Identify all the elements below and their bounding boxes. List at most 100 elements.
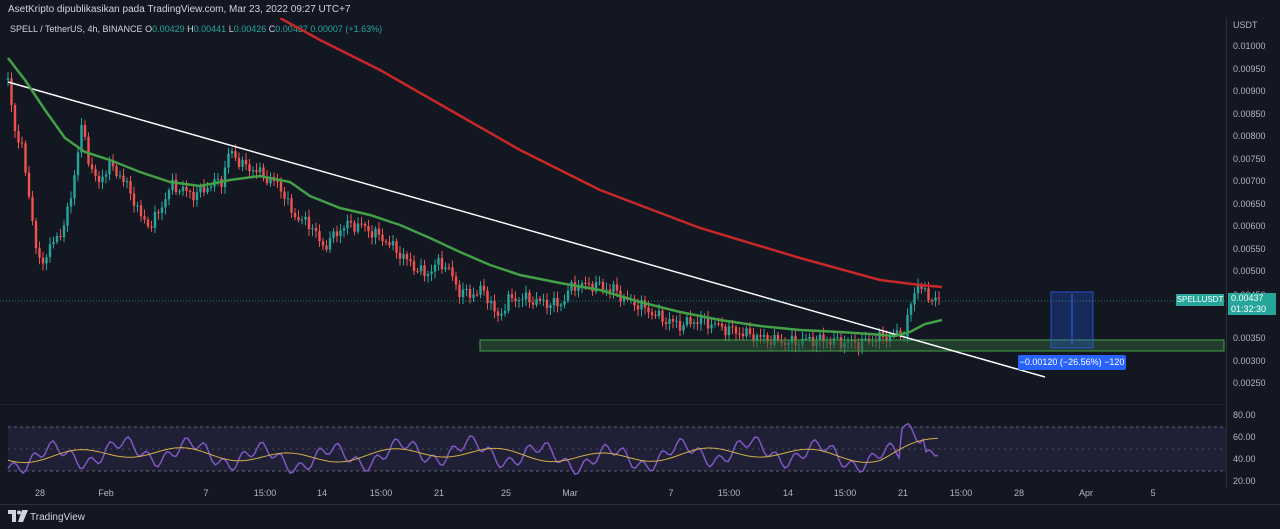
candle-body [300, 219, 304, 221]
candle-body [759, 335, 762, 337]
rsi-tick: 20.00 [1233, 476, 1256, 486]
price-tick: 0.00350 [1233, 333, 1266, 343]
candle-body [66, 206, 69, 226]
candle-body [538, 298, 542, 301]
time-tick: Apr [1078, 488, 1094, 498]
price-axis[interactable]: USDT 0.01000 0.00950 0.00900 0.00850 0.0… [1226, 18, 1280, 488]
candle-body [500, 313, 503, 316]
ohlc-close: 0.00437 [275, 24, 308, 34]
candle-body [216, 178, 220, 180]
candle-body [31, 196, 34, 221]
candle-body [111, 161, 115, 167]
candle-body [125, 181, 129, 183]
candle-body [178, 191, 181, 193]
candle-body [514, 298, 517, 302]
candle-body [682, 325, 685, 331]
attribution-bar: AsetKripto dipublikasikan pada TradingVi… [0, 0, 1280, 20]
symbol-legend[interactable]: SPELL / TetherUS, 4h, BINANCE O0.00429 H… [10, 24, 382, 34]
candle-body [409, 259, 412, 262]
candle-body [416, 271, 419, 273]
trendline[interactable] [7, 81, 1046, 378]
candle-body [738, 333, 741, 335]
candle-body [73, 175, 76, 199]
time-tick: 14 [782, 488, 794, 498]
candle-body [367, 225, 370, 232]
candle-body [563, 300, 566, 305]
candle-body [314, 228, 318, 232]
candle-body [59, 235, 62, 238]
candle-body [615, 284, 619, 291]
candle-body [699, 317, 703, 324]
candle-body [755, 335, 759, 342]
ohlc-low: 0.00426 [233, 24, 267, 34]
support-zone[interactable] [479, 339, 1225, 352]
candle-body [496, 311, 500, 316]
candle-body [94, 169, 97, 176]
candle-body [195, 192, 199, 201]
candle-body [766, 335, 769, 343]
measure-label[interactable]: −0.00120 (−26.56%) −120 [1018, 355, 1126, 370]
time-tick: 15:00 [369, 488, 393, 498]
candle-body [241, 159, 244, 167]
candle-body [689, 317, 692, 324]
candle-body [741, 333, 745, 337]
candle-body [713, 323, 717, 325]
candle-body [90, 164, 94, 170]
candle-body [927, 288, 930, 301]
candle-body [745, 328, 748, 337]
candle-body [727, 326, 731, 336]
candle-body [132, 193, 136, 206]
time-tick: 21 [433, 488, 445, 498]
ohlc-high: 0.00441 [193, 24, 227, 34]
candle-body [321, 241, 325, 246]
candle-body [542, 299, 545, 301]
candle-body [556, 297, 559, 307]
candle-body [888, 334, 892, 342]
candle-body [188, 190, 192, 192]
candle-body [276, 180, 279, 182]
candle-body [136, 205, 139, 207]
candle-body [612, 284, 615, 292]
rsi-panel[interactable] [0, 404, 1226, 484]
candle-body [388, 242, 391, 246]
price-tick: 0.00850 [1233, 109, 1266, 119]
candle-body [423, 265, 426, 277]
candle-body [164, 199, 167, 208]
candle-body [342, 228, 346, 231]
candle-body [157, 212, 160, 214]
candle-body [444, 267, 447, 270]
candle-body [685, 317, 689, 326]
candle-body [69, 198, 73, 207]
candle-body [552, 297, 556, 306]
candle-body [486, 290, 489, 304]
candle-body [804, 338, 808, 340]
candle-body [167, 190, 171, 200]
candle-body [475, 294, 479, 296]
candle-body [384, 241, 388, 243]
candle-body [318, 231, 321, 242]
candle-body [916, 285, 920, 294]
candle-body [451, 267, 454, 277]
candle-body [363, 224, 367, 226]
symbol-tag: SPELLUSDT [1176, 294, 1224, 306]
candle-body [192, 191, 195, 201]
price-chart[interactable] [0, 18, 1226, 400]
time-tick: Mar [562, 488, 578, 498]
candle-body [461, 289, 465, 298]
candle-body [647, 307, 650, 313]
candle-body [97, 175, 101, 183]
rsi-line [7, 422, 939, 476]
candle-body [146, 219, 150, 227]
candle-body [577, 285, 580, 291]
candle-body [818, 334, 822, 341]
candle-body [706, 316, 710, 329]
ohlc-high-label: H [187, 24, 194, 34]
candle-body [913, 293, 916, 305]
candle-body [675, 320, 678, 322]
time-axis[interactable]: 28 Feb 7 15:00 14 15:00 21 25 Mar 7 15:0… [0, 487, 1226, 501]
candle-body [934, 297, 937, 301]
candle-body [570, 282, 573, 291]
candle-body [279, 181, 283, 192]
candle-body [297, 217, 300, 221]
candle-body [664, 321, 668, 324]
